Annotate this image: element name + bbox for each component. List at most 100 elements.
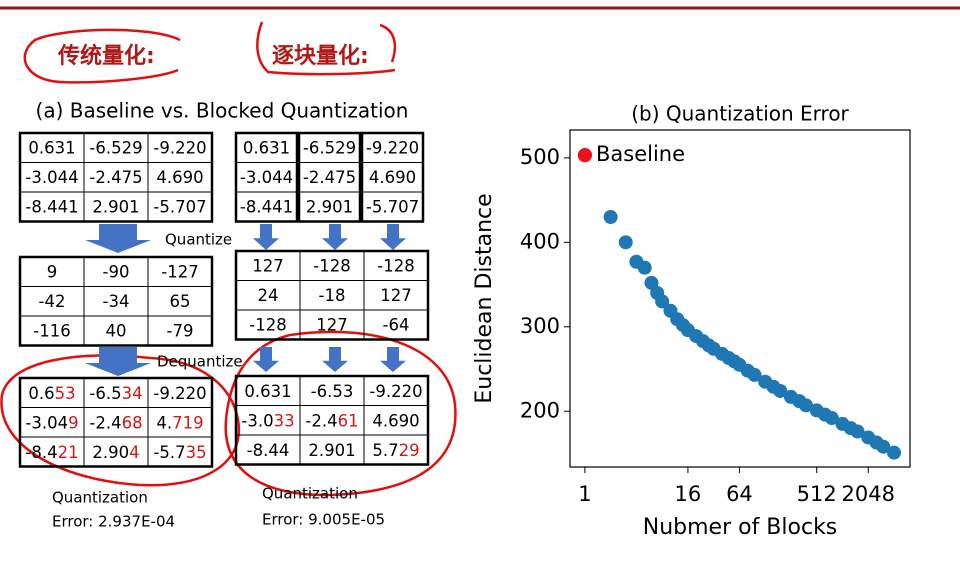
changed-digits: 719: [172, 413, 204, 432]
table-cell: -5.735: [153, 442, 206, 461]
cell-text: 4.690: [372, 411, 419, 430]
cell-text: 4.: [156, 413, 172, 432]
changed-digits: 4: [129, 442, 140, 461]
changed-digits: 68: [122, 413, 143, 432]
table: [18, 131, 214, 223]
table-cell: -9.220: [153, 383, 206, 402]
changed-digits: 33: [274, 411, 295, 430]
arrow: [253, 347, 279, 372]
table-cell: 127: [380, 286, 412, 305]
data-point: [603, 209, 618, 224]
table-cell: 2.901: [306, 197, 353, 216]
cell-text: -3.0: [241, 411, 273, 430]
legend-label: Baseline: [596, 142, 685, 166]
table: [18, 376, 214, 468]
table-cell: -6.529: [303, 138, 356, 157]
table-cell: -116: [33, 321, 70, 340]
table-cell: 4.690: [156, 168, 203, 187]
table-cell: 0.631: [244, 381, 291, 400]
changed-digits: 53: [55, 383, 76, 402]
table-cell: -18: [319, 286, 346, 305]
arrow: [85, 347, 151, 376]
table-cell: -6.53: [311, 381, 354, 400]
table-cell: 9: [47, 262, 58, 281]
table-cell: -3.044: [240, 168, 293, 187]
cell-text: -5.7: [153, 442, 185, 461]
table-cell: 2.904: [92, 442, 139, 461]
x-tick-label: 512: [797, 482, 837, 506]
handwritten-circle: [256, 21, 397, 76]
table-cell: -128: [377, 256, 414, 275]
cell-text: 2.90: [92, 442, 129, 461]
data-point: [637, 260, 652, 275]
table-cell: -9.220: [153, 138, 206, 157]
table-cell: -5.707: [366, 197, 419, 216]
cell-text: 2.901: [308, 440, 355, 459]
table-cell: -8.44: [247, 440, 290, 459]
table-column: [234, 131, 299, 223]
cell-text: -3.04: [25, 413, 68, 432]
y-tick-label: 400: [520, 229, 560, 253]
table-cell: 127: [252, 256, 284, 275]
table-cell: 0.653: [28, 383, 75, 402]
data-point: [886, 445, 901, 460]
handwritten-circle: [23, 28, 181, 84]
data-point: [876, 439, 891, 454]
table-cell: 0.631: [28, 138, 75, 157]
data-point: [773, 383, 788, 398]
table-cell: -34: [103, 292, 130, 311]
handwritten-circle: [224, 330, 457, 497]
table-cell: 65: [170, 292, 191, 311]
error-text: Quantization: [262, 485, 358, 503]
table-cell: -2.475: [303, 168, 356, 187]
header-left: 传统量化:: [57, 43, 155, 69]
arrow: [85, 224, 151, 253]
table-cell: -3.044: [25, 168, 78, 187]
x-axis-label: Nubmer of Blocks: [643, 515, 838, 540]
quantize-label: Quantize: [165, 231, 232, 249]
table-cell: -5.707: [153, 197, 206, 216]
cell-text: -8.4: [25, 442, 57, 461]
table-cell: -6.529: [89, 138, 142, 157]
x-tick-label: 1: [578, 482, 591, 506]
cell-text: 0.6: [28, 383, 54, 402]
y-tick-label: 200: [520, 398, 560, 422]
changed-digits: 35: [186, 442, 207, 461]
table-cell: -128: [249, 315, 286, 334]
cell-text: 5.7: [372, 440, 398, 459]
cell-text: -2.4: [305, 411, 337, 430]
error-text: Error: 2.937E-04: [52, 513, 175, 531]
table-cell: -9.220: [369, 381, 422, 400]
table-cell: -6.534: [89, 383, 142, 402]
table-cell: -9.220: [366, 138, 419, 157]
table-cell: -3.049: [25, 413, 78, 432]
table-cell: -42: [39, 292, 66, 311]
arrow: [380, 224, 406, 250]
data-point: [747, 367, 762, 382]
cell-text: -9.220: [369, 381, 422, 400]
data-point: [850, 424, 865, 439]
table-cell: 0.631: [243, 138, 290, 157]
table-cell: 2.901: [92, 197, 139, 216]
cell-text: -6.53: [311, 381, 354, 400]
x-tick-label: 16: [675, 482, 702, 506]
table: [18, 255, 214, 347]
table-cell: -8.421: [25, 442, 78, 461]
y-axis-label: Euclidean Distance: [472, 193, 497, 403]
changed-digits: 29: [399, 440, 420, 459]
changed-digits: 21: [58, 442, 79, 461]
table-cell: -128: [313, 256, 350, 275]
table-cell: -79: [167, 321, 194, 340]
arrow: [253, 224, 279, 250]
arrow: [322, 347, 348, 372]
changed-digits: 9: [68, 413, 79, 432]
panel-title: (a) Baseline vs. Blocked Quantization: [36, 99, 409, 123]
plot-area: [569, 129, 911, 468]
table-cell: -64: [383, 315, 410, 334]
table-cell: 40: [106, 321, 127, 340]
error-text: Quantization: [52, 489, 148, 507]
data-point: [824, 411, 839, 426]
table-cell: 4.690: [372, 411, 419, 430]
cell-text: -2.4: [89, 413, 121, 432]
x-tick-label: 2048: [842, 482, 895, 506]
